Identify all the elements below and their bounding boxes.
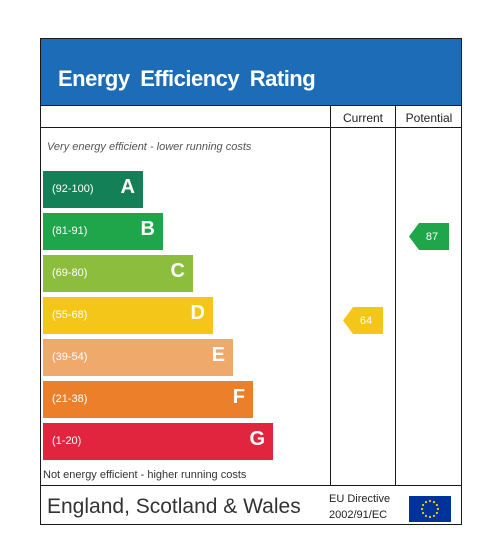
eu-star bbox=[424, 514, 428, 518]
band-g-letter: G bbox=[249, 428, 265, 450]
band-b: (81-91) B bbox=[43, 213, 163, 250]
eu-star bbox=[421, 511, 425, 515]
eu-star bbox=[432, 514, 436, 518]
potential-arrow-shape bbox=[409, 223, 449, 250]
footer-divider bbox=[41, 485, 461, 486]
band-b-letter: B bbox=[140, 218, 155, 240]
band-b-range: (81-91) bbox=[52, 225, 88, 237]
header-band: Energy Efficiency Rating bbox=[41, 39, 461, 105]
current-rating-value: 64 bbox=[359, 315, 373, 327]
potential-rating-value: 87 bbox=[425, 231, 439, 243]
band-f-letter: F bbox=[232, 386, 245, 408]
band-a-letter: A bbox=[120, 176, 135, 198]
band-a-range: (92-100) bbox=[52, 183, 94, 195]
header-divider bbox=[41, 105, 461, 106]
band-c: (69-80) C bbox=[43, 255, 193, 292]
eu-star bbox=[436, 507, 440, 511]
directive-line2: 2002/91/EC bbox=[329, 509, 388, 521]
band-c-range: (69-80) bbox=[52, 267, 88, 279]
band-e-letter: E bbox=[211, 344, 225, 366]
potential-column-header: Potential bbox=[405, 111, 453, 125]
eu-star bbox=[420, 507, 424, 511]
eu-star bbox=[428, 499, 432, 503]
current-arrow-shape bbox=[343, 307, 383, 334]
band-a: (92-100) A bbox=[43, 171, 143, 208]
eu-star bbox=[424, 500, 428, 504]
eu-flag-icon bbox=[409, 496, 451, 522]
current-column-header: Current bbox=[342, 111, 383, 125]
band-d-letter: D bbox=[190, 302, 205, 324]
directive-line1: EU Directive bbox=[329, 493, 391, 505]
band-e-range: (39-54) bbox=[52, 351, 88, 363]
potential-column-divider bbox=[395, 105, 396, 485]
potential-rating-arrow: 87 bbox=[409, 223, 449, 250]
eu-star bbox=[435, 503, 439, 507]
chart-title: Energy Efficiency Rating bbox=[58, 66, 316, 91]
band-g-range: (1-20) bbox=[52, 435, 82, 447]
current-column-divider bbox=[330, 105, 331, 485]
energy-efficiency-rating-chart: Energy Efficiency Rating Current Potenti… bbox=[40, 38, 462, 525]
bottom-caption: Not energy efficient - higher running co… bbox=[43, 469, 247, 481]
band-c-letter: C bbox=[170, 260, 185, 282]
band-f: (21-38) F bbox=[43, 381, 253, 418]
eu-star bbox=[428, 515, 432, 519]
current-rating-arrow: 64 bbox=[343, 307, 383, 334]
eu-star bbox=[432, 500, 436, 504]
eu-stars-icon bbox=[420, 499, 440, 519]
band-g: (1-20) G bbox=[43, 423, 273, 460]
eu-star bbox=[421, 503, 425, 507]
region-label: England, Scotland & Wales bbox=[47, 495, 301, 518]
column-header-divider bbox=[41, 127, 461, 128]
band-d: (55-68) D bbox=[43, 297, 213, 334]
band-d-range: (55-68) bbox=[52, 309, 88, 321]
band-e: (39-54) E bbox=[43, 339, 233, 376]
top-caption: Very energy efficient - lower running co… bbox=[47, 141, 252, 153]
eu-star bbox=[435, 511, 439, 515]
eu-directive: EU Directive 2002/91/EC bbox=[329, 491, 390, 523]
band-f-range: (21-38) bbox=[52, 393, 88, 405]
